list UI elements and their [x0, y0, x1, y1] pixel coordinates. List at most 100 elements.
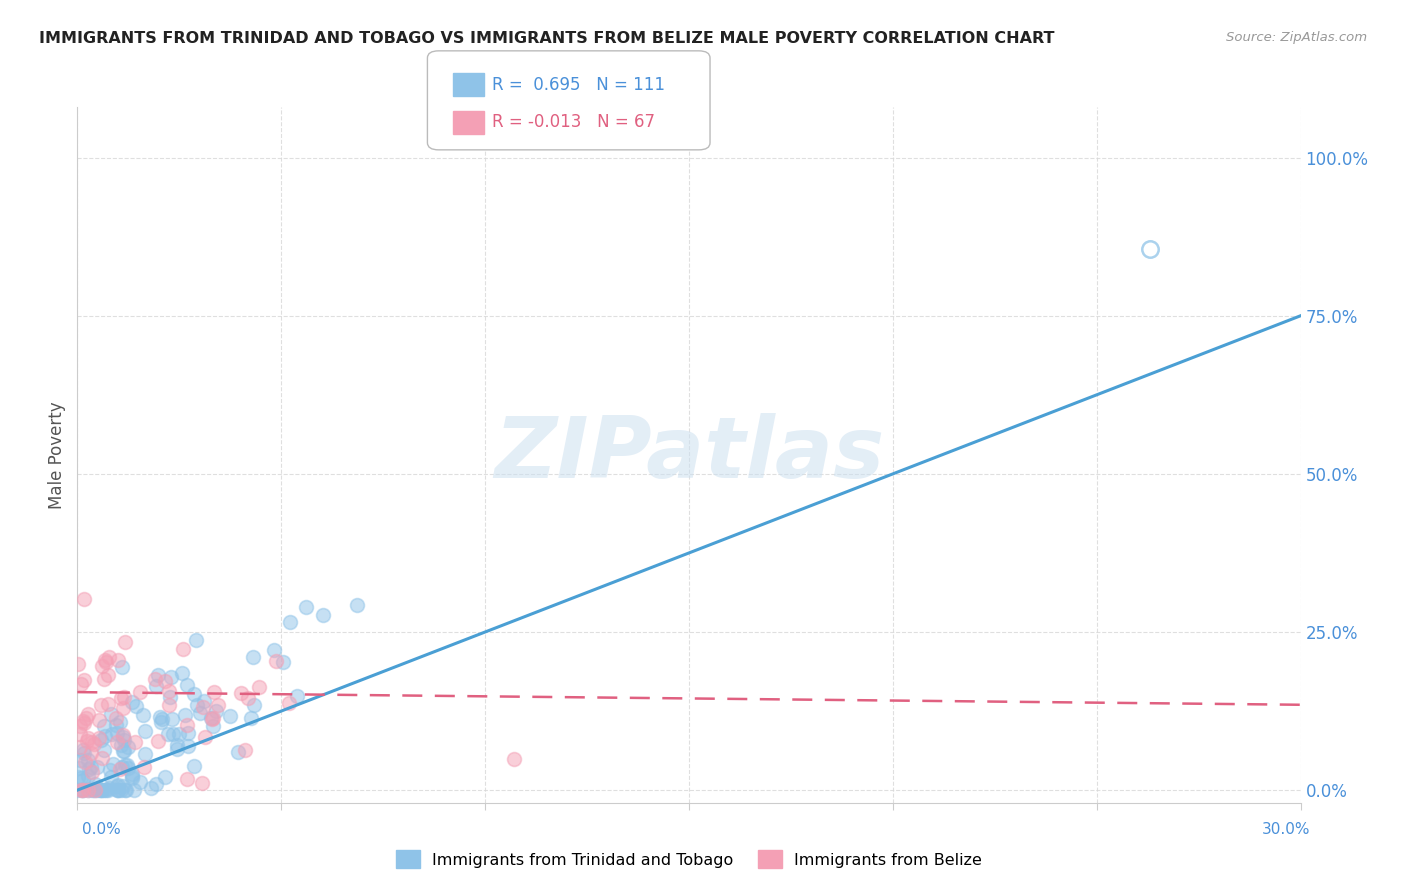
Point [229, 686, 252, 700]
Point [111, 779, 134, 793]
Point [172, 665, 194, 680]
Point [100, 707, 122, 722]
Point [93, 782, 115, 797]
Point [111, 744, 134, 758]
Point [176, 772, 198, 787]
Point [111, 730, 134, 744]
Point [191, 700, 214, 714]
Point [240, 711, 263, 725]
Point [107, 653, 129, 667]
Legend: Immigrants from Trinidad and Tobago, Immigrants from Belize: Immigrants from Trinidad and Tobago, Imm… [389, 844, 988, 875]
Point [173, 707, 195, 722]
Point [97, 697, 120, 711]
Point [233, 742, 256, 756]
Point [69, 753, 91, 767]
Point [93, 719, 115, 733]
Point [177, 726, 200, 740]
Point [204, 704, 226, 718]
Point [160, 713, 183, 727]
Point [112, 690, 135, 704]
Point [186, 698, 208, 713]
Point [90, 733, 112, 747]
Point [219, 708, 242, 723]
Point [157, 684, 180, 698]
Point [194, 730, 217, 744]
Point [278, 615, 301, 629]
Point [82, 765, 104, 780]
Point [287, 689, 309, 703]
Text: 0.0%: 0.0% [82, 822, 121, 837]
Point [72, 782, 94, 797]
Point [115, 782, 138, 797]
Point [105, 735, 128, 749]
Point [112, 744, 135, 758]
Point [87, 713, 110, 727]
Point [202, 710, 225, 724]
Point [1139, 243, 1161, 257]
Point [75, 710, 97, 724]
Point [70, 676, 93, 690]
Point [83, 782, 105, 797]
Point [132, 707, 155, 722]
Point [72, 716, 94, 731]
Point [69, 739, 91, 754]
Point [141, 780, 163, 795]
Point [157, 727, 180, 741]
Point [121, 767, 143, 781]
Point [149, 714, 172, 729]
Point [105, 779, 128, 793]
Point [294, 600, 316, 615]
Point [236, 690, 259, 705]
Point [153, 771, 176, 785]
Point [76, 734, 98, 748]
Text: R =  0.695   N = 111: R = 0.695 N = 111 [492, 76, 665, 94]
Point [86, 760, 108, 774]
Point [111, 660, 134, 674]
Point [166, 742, 188, 756]
Point [105, 725, 128, 739]
Point [242, 698, 264, 712]
Point [110, 690, 132, 705]
Point [166, 738, 188, 752]
Point [69, 719, 91, 733]
Point [207, 698, 229, 713]
Point [79, 746, 101, 760]
Text: ZIPatlas: ZIPatlas [494, 413, 884, 497]
Point [90, 782, 112, 797]
Point [121, 771, 143, 785]
Point [91, 782, 114, 797]
Point [145, 679, 167, 693]
Point [77, 762, 100, 776]
Point [110, 738, 132, 752]
Point [134, 723, 156, 738]
Point [183, 759, 205, 773]
Point [100, 770, 122, 784]
Point [242, 650, 264, 665]
Point [129, 684, 152, 698]
Point [73, 746, 96, 760]
Point [83, 737, 105, 751]
Point [84, 777, 107, 791]
Point [122, 782, 145, 797]
Point [73, 592, 96, 607]
Point [105, 711, 128, 725]
Point [66, 657, 89, 672]
Point [128, 775, 150, 789]
Point [125, 699, 148, 714]
Text: Source: ZipAtlas.com: Source: ZipAtlas.com [1226, 31, 1367, 45]
Point [226, 745, 249, 759]
Point [124, 735, 146, 749]
Point [346, 598, 368, 612]
Point [80, 735, 103, 749]
Point [77, 707, 100, 722]
Point [167, 727, 190, 741]
Text: R = -0.013   N = 67: R = -0.013 N = 67 [492, 113, 655, 131]
Point [114, 758, 136, 772]
Point [176, 718, 198, 732]
Point [72, 772, 94, 787]
Point [101, 757, 124, 772]
Point [110, 760, 132, 774]
Point [94, 653, 117, 667]
Point [162, 727, 184, 741]
Point [108, 714, 131, 729]
